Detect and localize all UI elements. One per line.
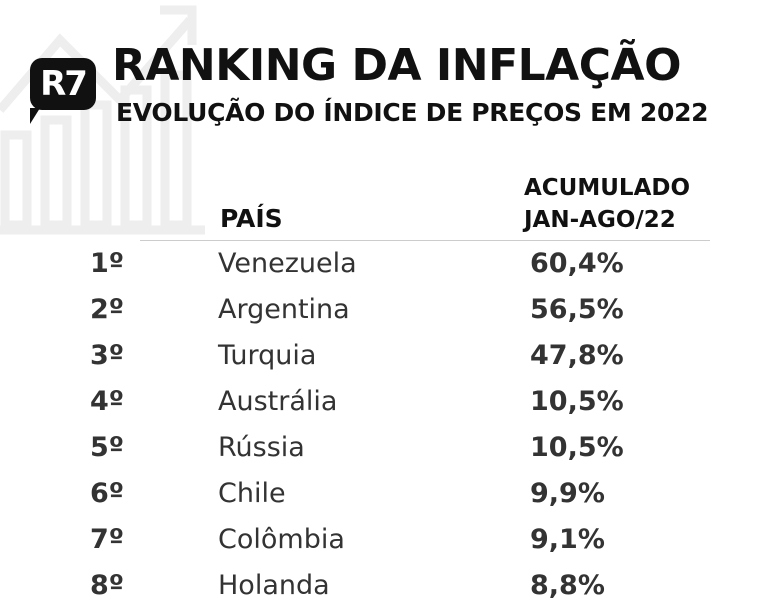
column-header-value-line1: ACUMULADO: [524, 175, 691, 201]
country: Holanda: [218, 570, 330, 601]
table-row: 2º Argentina 56,5%: [0, 292, 770, 338]
rank: 5º: [90, 432, 125, 463]
value: 60,4%: [530, 248, 624, 279]
rank: 2º: [90, 294, 125, 325]
page-subtitle: EVOLUÇÃO DO ÍNDICE DE PREÇOS EM 2022: [116, 98, 709, 127]
table-row: 8º Holanda 8,8%: [0, 568, 770, 614]
rank: 6º: [90, 478, 125, 509]
column-header-value-line2: JAN-AGO/22: [524, 207, 676, 233]
country: Rússia: [218, 432, 305, 463]
table-row: 1º Venezuela 60,4%: [0, 246, 770, 292]
ranking-table: 1º Venezuela 60,4% 2º Argentina 56,5% 3º Turq…: [0, 246, 770, 614]
value: 8,8%: [530, 570, 605, 601]
rank: 8º: [90, 570, 125, 601]
value: 47,8%: [530, 340, 624, 371]
country: Venezuela: [218, 248, 357, 279]
country: Chile: [218, 478, 286, 509]
table-row: 4º Austrália 10,5%: [0, 384, 770, 430]
value: 9,1%: [530, 524, 605, 555]
value: 10,5%: [530, 386, 624, 417]
r7-logo: R7: [30, 58, 96, 124]
page-title: RANKING DA INFLAÇÃO: [112, 40, 681, 91]
country: Argentina: [218, 294, 350, 325]
country: Colômbia: [218, 524, 345, 555]
rank: 1º: [90, 248, 125, 279]
country: Austrália: [218, 386, 338, 417]
column-header-country: PAÍS: [220, 204, 283, 233]
value: 10,5%: [530, 432, 624, 463]
value: 56,5%: [530, 294, 624, 325]
rank: 3º: [90, 340, 125, 371]
column-header-value: ACUMULADO JAN-AGO/22: [524, 172, 690, 236]
rank: 4º: [90, 386, 125, 417]
table-row: 7º Colômbia 9,1%: [0, 522, 770, 568]
country: Turquia: [218, 340, 317, 371]
table-row: 6º Chile 9,9%: [0, 476, 770, 522]
table-row: 5º Rússia 10,5%: [0, 430, 770, 476]
table-row: 3º Turquia 47,8%: [0, 338, 770, 384]
rank: 7º: [90, 524, 125, 555]
header-divider: [140, 240, 710, 241]
value: 9,9%: [530, 478, 605, 509]
